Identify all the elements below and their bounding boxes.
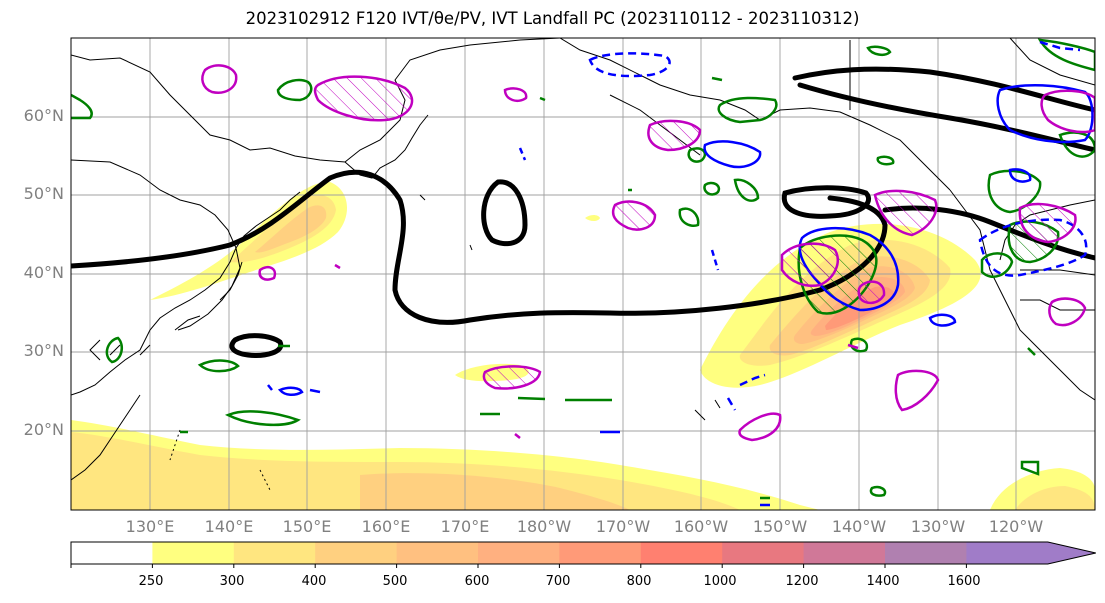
lon-label-130w: 130°W xyxy=(910,517,966,536)
lon-label-150e: 150°E xyxy=(282,517,332,536)
lon-label-160w: 160°W xyxy=(673,517,729,536)
asia-coast xyxy=(71,38,561,163)
map-frame xyxy=(70,37,1096,511)
pv-pos-ar xyxy=(780,242,839,287)
lon-label-160e: 160°E xyxy=(361,517,411,536)
colorbar-tick-700: 700 xyxy=(545,574,571,589)
colorbar-tick-400: 400 xyxy=(301,574,327,589)
lon-label-150w: 150°W xyxy=(752,517,808,536)
colorbar-tick-600: 600 xyxy=(464,574,490,589)
lon-label-140w: 140°W xyxy=(831,517,887,536)
kamchatka-coast xyxy=(344,114,429,179)
colorbar-tick-1400: 1400 xyxy=(866,574,900,589)
colorbar-tick-250: 250 xyxy=(138,574,164,589)
pc-contour-loop1 xyxy=(481,179,528,247)
pc-contour-loop2 xyxy=(781,185,871,219)
lon-label-130e: 130°E xyxy=(125,517,175,536)
pc-contour-north xyxy=(792,66,1095,113)
colorbar-tick-800: 800 xyxy=(626,574,652,589)
lat-label-30: 30°N xyxy=(23,341,64,360)
colorbar-tick-500: 500 xyxy=(382,574,408,589)
map-title: 2023102912 F120 IVT/θe/PV, IVT Landfall … xyxy=(245,9,860,28)
colorbar-tick-300: 300 xyxy=(219,574,245,589)
lon-label-170e: 170°E xyxy=(440,517,490,536)
pv-negative-contours xyxy=(267,40,1094,507)
lon-label-180w: 180°W xyxy=(516,517,572,536)
lat-label-50: 50°N xyxy=(23,184,64,203)
colorbar-tick-1200: 1200 xyxy=(785,574,819,589)
lat-label-40: 40°N xyxy=(23,263,64,282)
lon-label-120w: 120°W xyxy=(988,517,1044,536)
lat-label-20: 20°N xyxy=(23,420,64,439)
lon-label-140e: 140°E xyxy=(204,517,254,536)
colorbar-tick-1600: 1600 xyxy=(947,574,981,589)
pv-pos-north xyxy=(313,75,414,122)
lon-label-170w: 170°W xyxy=(595,517,651,536)
colorbar-tick-1000: 1000 xyxy=(703,574,737,589)
na-west-coast xyxy=(949,189,1095,401)
pc-contour-loop3 xyxy=(229,333,284,358)
lat-label-60: 60°N xyxy=(23,106,64,125)
pv-positive-contours xyxy=(201,64,1095,442)
